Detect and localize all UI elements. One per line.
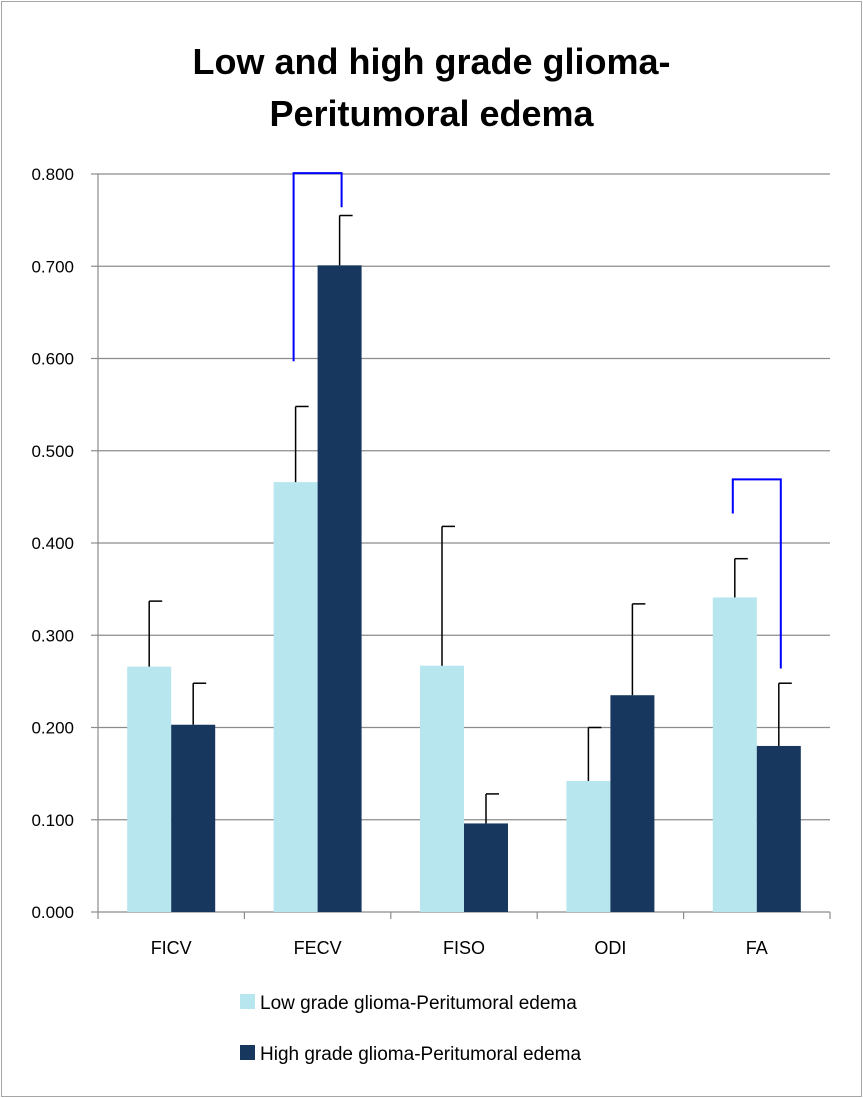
y-tick-label: 0.700 [31,257,74,276]
y-tick-label: 0.100 [31,811,74,830]
significance-bracket [292,172,343,362]
legend-swatch [240,994,255,1009]
bar-high-grade [317,265,362,912]
bar-low-grade [712,597,757,912]
legend-swatch [240,1045,255,1060]
chart-title-line-2: Peritumoral edema [269,93,594,134]
bar-high-grade [610,695,655,912]
legend-label: High grade glioma-Peritumoral edema [260,1044,581,1065]
significance-bracket [731,478,782,669]
x-category-label: ODI [594,938,626,958]
y-tick-label: 0.300 [31,626,74,645]
bar-low-grade [420,665,464,912]
x-category-label: FISO [443,938,485,958]
bar-high-grade [464,823,508,912]
bar-low-grade [127,666,172,912]
x-category-label: FA [746,938,768,958]
y-tick-label: 0.200 [31,719,74,738]
y-tick-label: 0.500 [31,442,74,461]
y-tick-label: 0.400 [31,534,74,553]
y-tick-label: 0.800 [31,165,74,184]
legend-label: Low grade glioma-Peritumoral edema [260,993,577,1014]
y-tick-label: 0.600 [31,350,74,369]
x-category-label: FICV [151,938,192,958]
y-tick-label: 0.000 [31,903,74,922]
bar-low-grade [566,781,611,912]
bar-low-grade [273,482,318,912]
x-category-label: FECV [294,938,342,958]
bar-high-grade [756,745,801,912]
bar-high-grade [171,724,216,912]
chart-title: Low and high grade glioma- Peritumoral e… [0,36,863,140]
chart-title-line-1: Low and high grade glioma- [192,41,671,82]
